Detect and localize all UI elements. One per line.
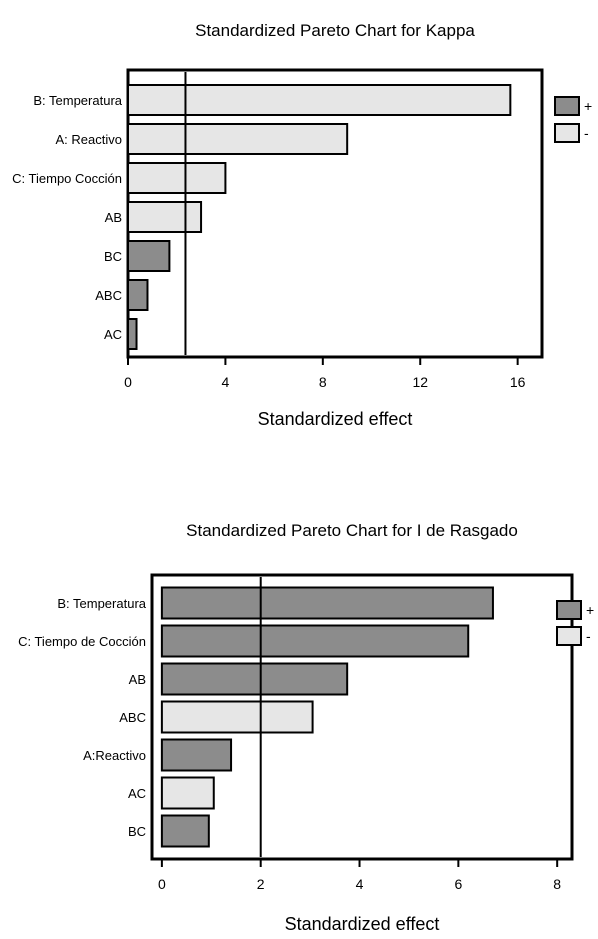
legend-swatch xyxy=(556,600,582,620)
legend-swatch xyxy=(554,96,580,116)
effect-bar xyxy=(160,700,314,734)
category-label: B: Temperatura xyxy=(57,596,146,611)
x-tick-label: 8 xyxy=(319,374,327,390)
effect-bar xyxy=(127,318,138,350)
effect-bar xyxy=(127,240,171,272)
category-label: A: Reactivo xyxy=(56,132,122,147)
x-tick-label: 2 xyxy=(257,876,265,892)
chart-title: Standardized Pareto Chart for I de Rasga… xyxy=(186,521,518,540)
effect-bar xyxy=(127,201,203,233)
x-axis-title: Standardized effect xyxy=(285,914,440,934)
legend-label: - xyxy=(584,125,589,141)
category-label: B: Temperatura xyxy=(33,93,122,108)
category-label: AC xyxy=(128,786,146,801)
effect-bar xyxy=(160,662,349,696)
category-label: BC xyxy=(128,824,146,839)
effect-bar xyxy=(127,279,149,311)
effect-bar xyxy=(127,84,512,116)
x-tick-label: 6 xyxy=(454,876,462,892)
x-tick-label: 16 xyxy=(510,374,526,390)
kappa-pareto-chart: Standardized Pareto Chart for Kappa B: Te… xyxy=(12,21,592,429)
category-label: AB xyxy=(105,210,122,225)
category-label: AB xyxy=(129,672,146,687)
x-tick-label: 4 xyxy=(356,876,364,892)
category-label: ABC xyxy=(119,710,146,725)
x-tick-label: 0 xyxy=(158,876,166,892)
x-tick-label: 0 xyxy=(124,374,132,390)
category-label: C: Tiempo de Cocción xyxy=(18,634,146,649)
x-tick-label: 4 xyxy=(222,374,230,390)
effect-bar xyxy=(160,814,210,848)
effect-bar xyxy=(127,162,227,194)
category-label: A:Reactivo xyxy=(83,748,146,763)
effect-bar xyxy=(160,624,470,658)
x-axis-title: Standardized effect xyxy=(258,409,413,429)
category-label: BC xyxy=(104,249,122,264)
legend-swatch xyxy=(556,626,582,646)
rasgado-pareto-chart: Standardized Pareto Chart for I de Rasga… xyxy=(18,521,594,934)
legend-label: - xyxy=(586,628,591,644)
effect-bar xyxy=(127,123,349,155)
x-tick-label: 8 xyxy=(553,876,561,892)
x-tick-label: 12 xyxy=(412,374,428,390)
chart-title: Standardized Pareto Chart for Kappa xyxy=(195,21,475,40)
legend-label: + xyxy=(586,602,594,618)
effect-bar xyxy=(160,586,494,620)
legend-label: + xyxy=(584,98,592,114)
category-label: ABC xyxy=(95,288,122,303)
effect-bar xyxy=(160,738,233,772)
category-label: C: Tiempo Cocción xyxy=(12,171,122,186)
effect-bar xyxy=(160,776,215,810)
legend-swatch xyxy=(554,123,580,143)
category-label: AC xyxy=(104,327,122,342)
